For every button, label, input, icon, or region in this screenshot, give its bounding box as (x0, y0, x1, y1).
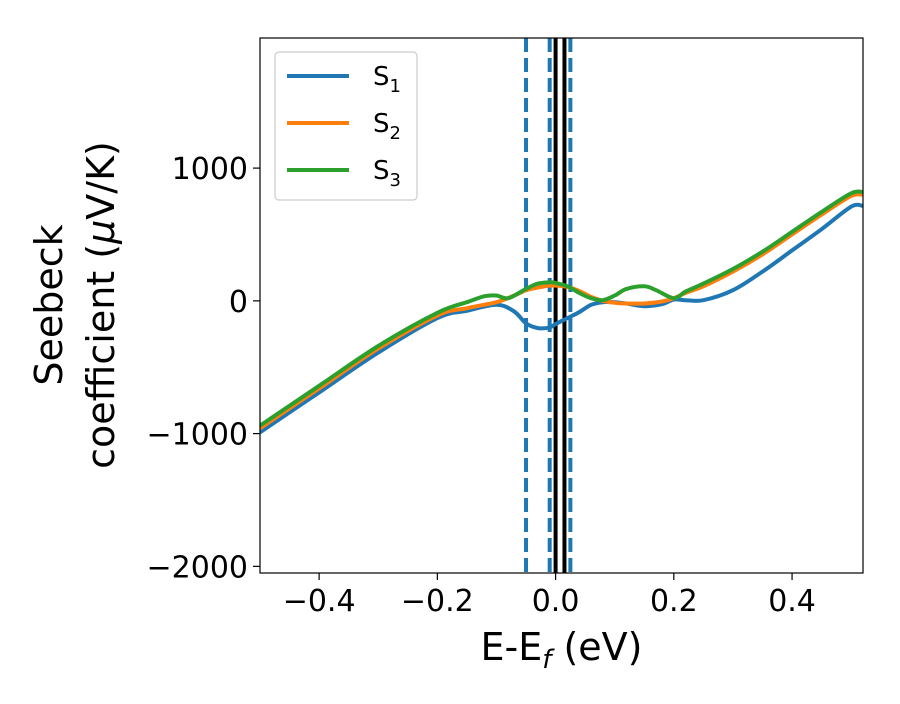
series-line-s2 (260, 192, 863, 430)
x-tick-label: 0.0 (532, 584, 580, 619)
y-tick-label: −1000 (147, 418, 248, 453)
legend-label-s3: S3 (373, 156, 401, 191)
legend-label-s2: S2 (373, 109, 401, 144)
legend-label-s1: S1 (373, 62, 401, 97)
series-line-s3 (260, 189, 863, 428)
x-tick-label: −0.2 (401, 584, 474, 619)
x-tick-label: 0.4 (768, 584, 816, 619)
plot-frame (259, 37, 864, 574)
series-line-s1 (260, 202, 863, 434)
x-tick-label: −0.4 (283, 584, 356, 619)
legend: S1 S2 S3 (274, 51, 418, 201)
plot-area (260, 38, 863, 573)
legend-box (274, 51, 418, 201)
y-tick-label: 0 (229, 285, 248, 320)
x-tick-label: 0.2 (650, 584, 698, 619)
axes: −0.4 −0.2 0.0 0.2 0.4 −2000 −1000 0 1000 E-Ef (eV… (27, 37, 864, 675)
y-axis-label: Seebeck coefficient (μV/K) (27, 141, 123, 469)
x-axis-label: E-Ef (eV) (481, 625, 643, 675)
y-tick-label: −2000 (147, 550, 248, 585)
y-tick-label: 1000 (172, 152, 248, 187)
